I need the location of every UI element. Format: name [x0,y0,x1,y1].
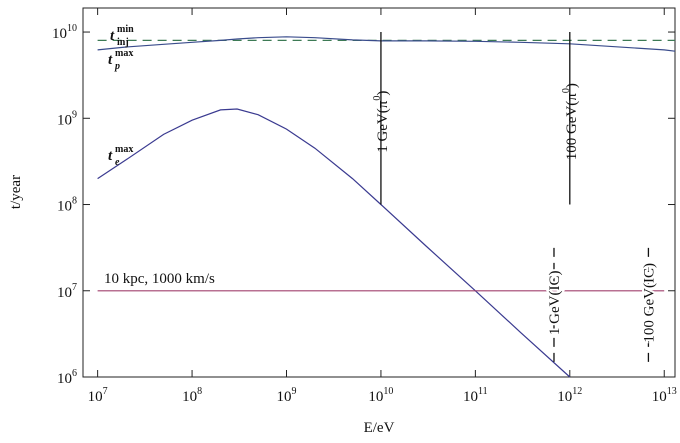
series-label-base: t [108,52,113,68]
x-tick-label: 1011 [463,386,488,405]
marker-label: 1 GeV(π0) [372,91,391,153]
x-tick-label: 1013 [652,386,677,405]
marker-label: 1 GeV(IC) [547,271,563,336]
y-axis-label: t/year [8,175,24,209]
x-tick-label: 109 [276,386,296,405]
series-line [97,108,571,378]
x-tick-label: 1010 [368,386,393,405]
y-tick-label: 108 [57,196,77,215]
y-tick-label: 1010 [52,23,77,42]
series-label-sup: max [115,144,133,155]
series-label-base: t [110,28,115,44]
marker-label: 100 GeV(π0) [561,83,580,160]
x-axis-label: E/eV [364,420,395,436]
series-label-sub: e [115,157,120,168]
series-label-sub: p [114,61,120,72]
series-label-sup: max [115,48,133,59]
marker-label: 100 GeV(IC) [641,263,657,343]
x-tick-label: 108 [182,386,202,405]
x-tick-label: 1012 [557,386,582,405]
y-tick-label: 107 [57,282,77,301]
plot-frame [82,7,676,378]
series-label: 10 kpc, 1000 km/s [104,271,215,287]
series-label-sub: inj [117,37,129,48]
series-label-sup: min [117,24,134,35]
y-tick-label: 109 [57,109,77,128]
series-line [97,36,676,52]
x-tick-label: 107 [88,386,108,405]
y-tick-label: 106 [57,368,77,387]
series-label-base: t [108,148,113,164]
